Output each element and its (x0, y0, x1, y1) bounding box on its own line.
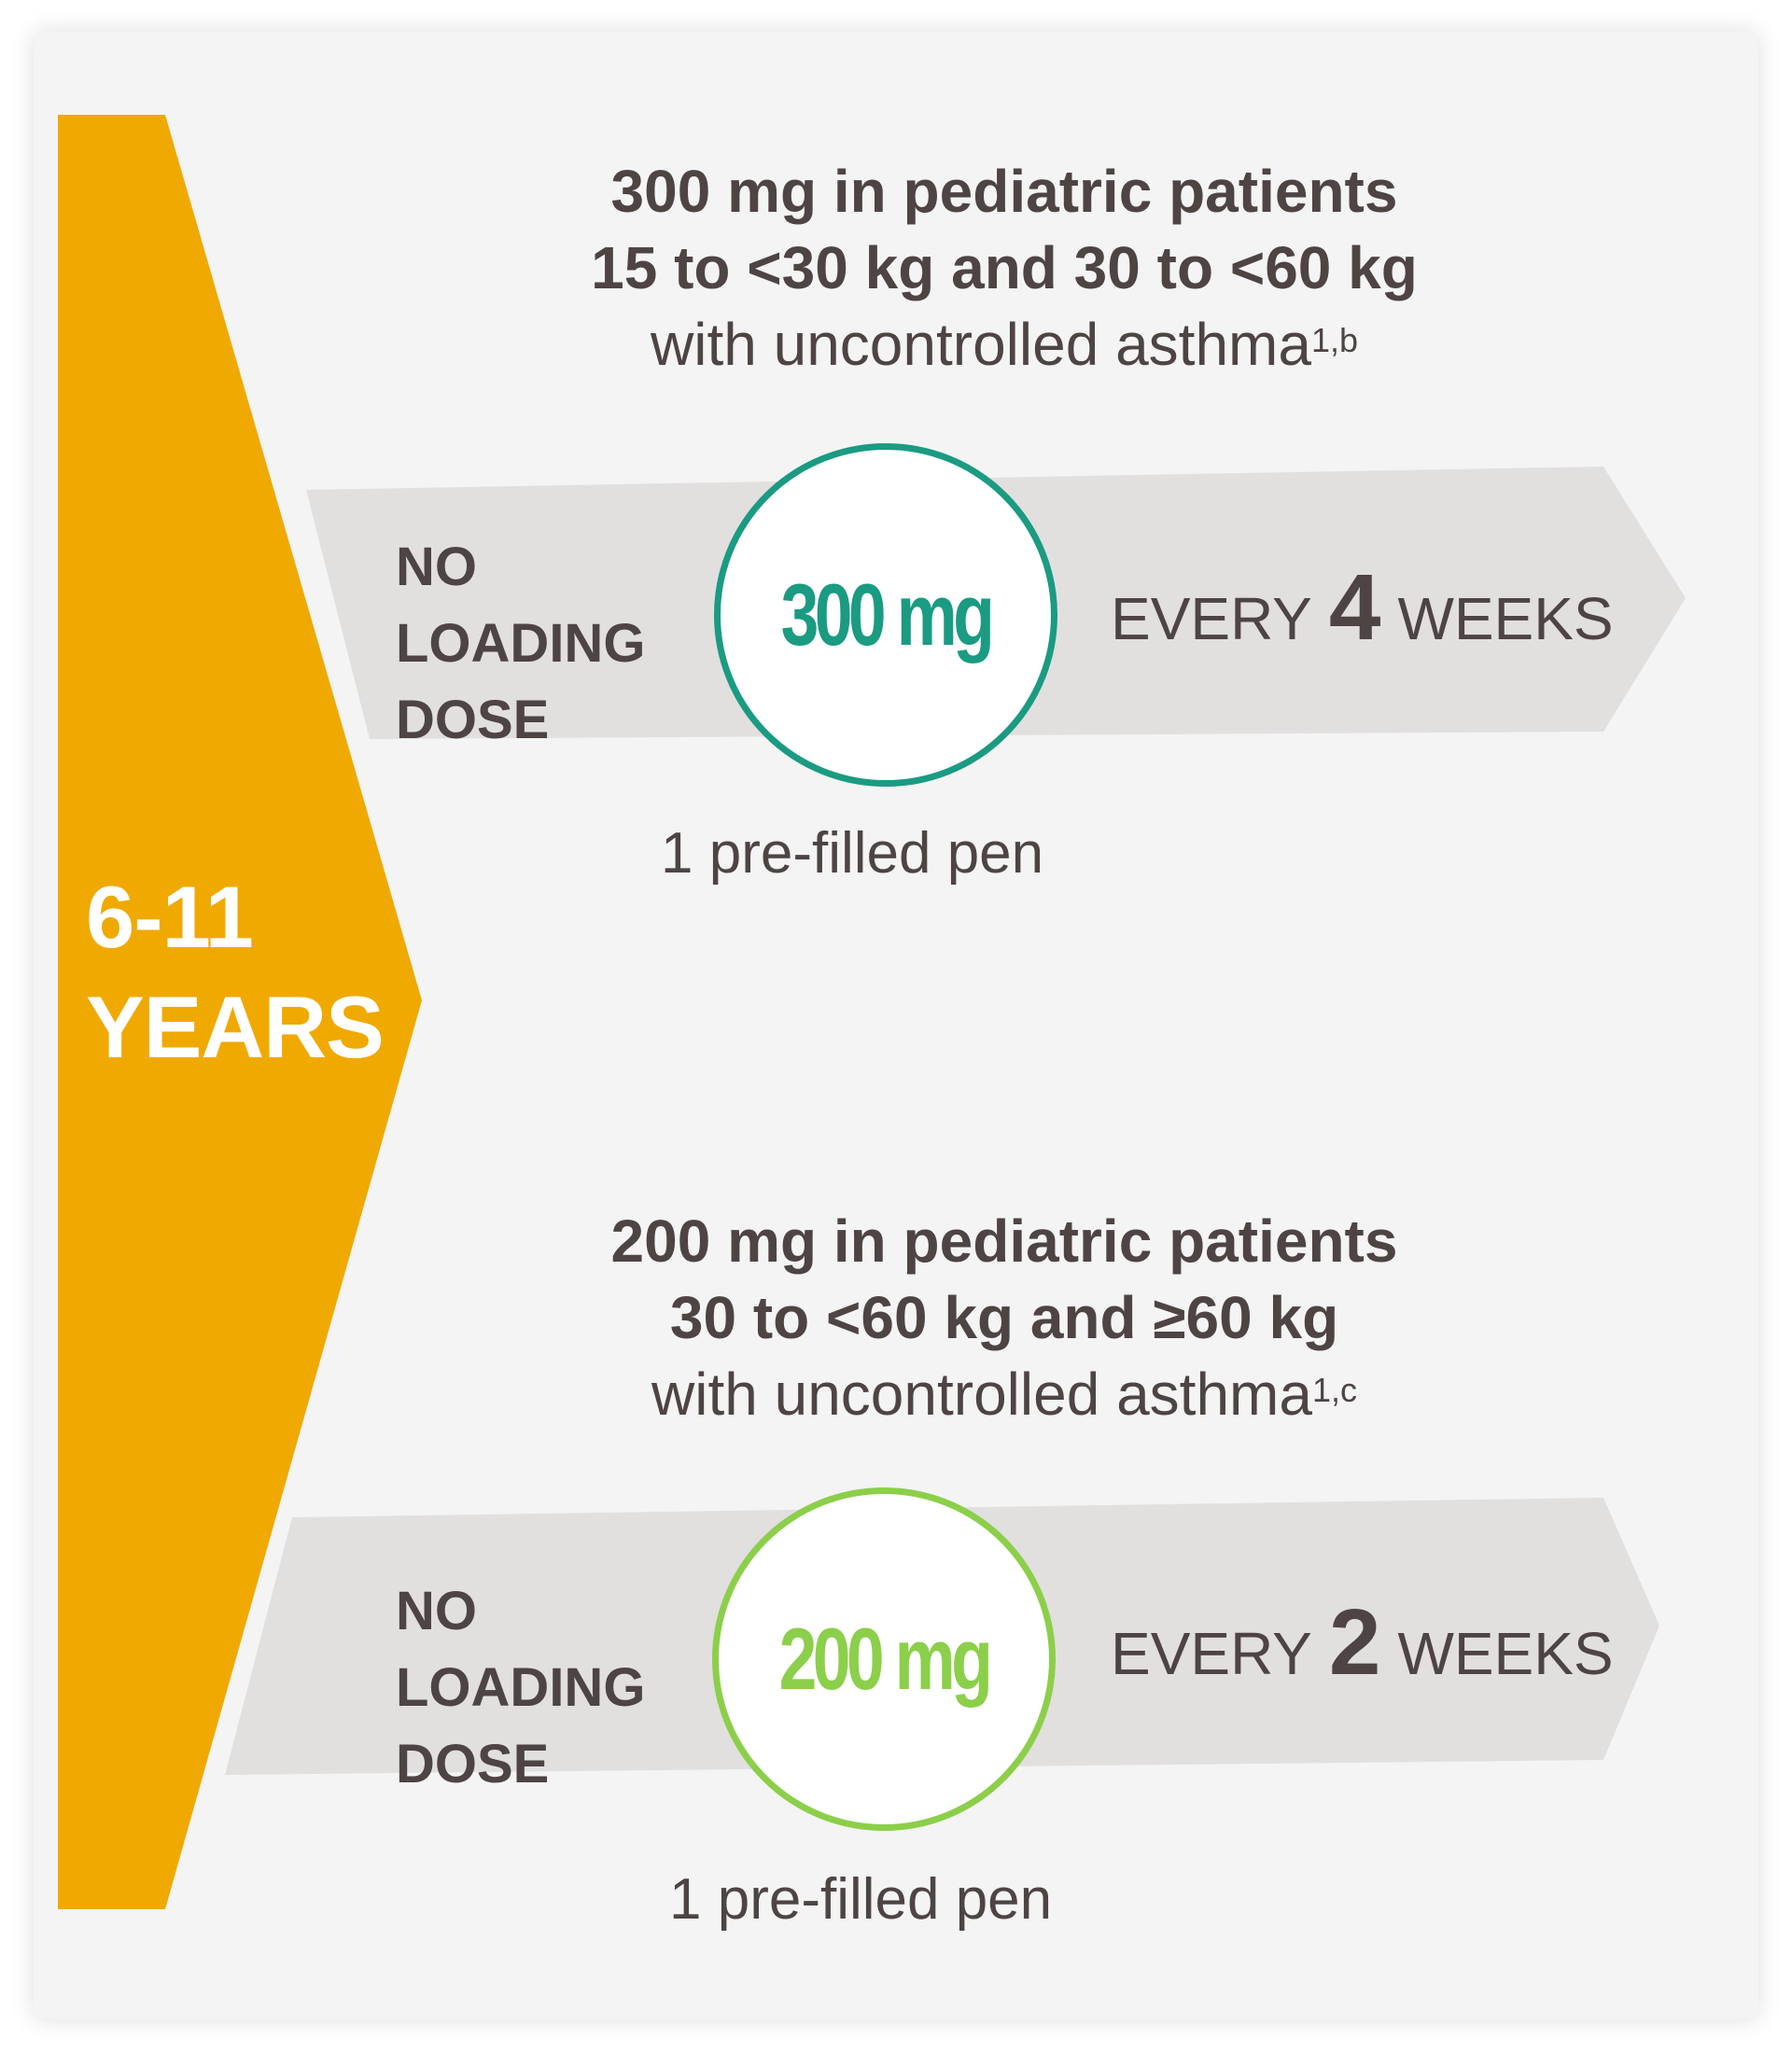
regimen-2-heading: 200 mg in pediatric patients 30 to <60 k… (416, 1203, 1592, 1432)
regimen-1-heading: 300 mg in pediatric patients 15 to <30 k… (416, 153, 1592, 383)
regimen-2-dose-circle: 200 mg (712, 1487, 1056, 1831)
age-unit: YEARS (86, 978, 385, 1076)
age-tab (58, 115, 422, 1909)
regimen-1-dose-title: 300 mg in pediatric patients (610, 158, 1398, 225)
regimen-1-condition: with uncontrolled asthma1,b (651, 311, 1358, 378)
regimen-1-weight-range: 15 to <30 kg and 30 to <60 kg (591, 234, 1418, 301)
regimen-2-loading-note: NO LOADING DOSE (396, 1581, 646, 1794)
regimen-2-frequency: EVERY 2 WEEKS (1111, 1590, 1614, 1695)
regimen-1-frequency-number: 4 (1328, 555, 1381, 660)
regimen-2-weight-range: 30 to <60 kg and ≥60 kg (669, 1284, 1339, 1351)
regimen-2-dose-title: 200 mg in pediatric patients (610, 1207, 1398, 1275)
regimen-1-loading-note: NO LOADING DOSE (396, 537, 646, 750)
regimen-2-condition: with uncontrolled asthma1,c (651, 1361, 1357, 1428)
footnote-ref: 1,c (1311, 1371, 1357, 1409)
regimen-1-frequency: EVERY 4 WEEKS (1111, 555, 1614, 660)
regimen-2-pen-count: 1 pre-filled pen (669, 1867, 1053, 1932)
regimen-1-dose-value: 300 mg (780, 565, 995, 663)
regimen-2-dose-value: 200 mg (778, 1610, 993, 1708)
age-range: 6-11 (86, 868, 254, 966)
footnote-ref: 1,b (1310, 321, 1358, 359)
age-group-label: 6-11 YEARS (86, 862, 385, 1082)
regimen-2-frequency-number: 2 (1328, 1590, 1381, 1695)
dosing-card: 6-11 YEARS 300 mg in pediatric patients … (34, 32, 1758, 2019)
regimen-1-pen-count: 1 pre-filled pen (661, 821, 1044, 886)
regimen-1-dose-circle: 300 mg (714, 443, 1057, 787)
